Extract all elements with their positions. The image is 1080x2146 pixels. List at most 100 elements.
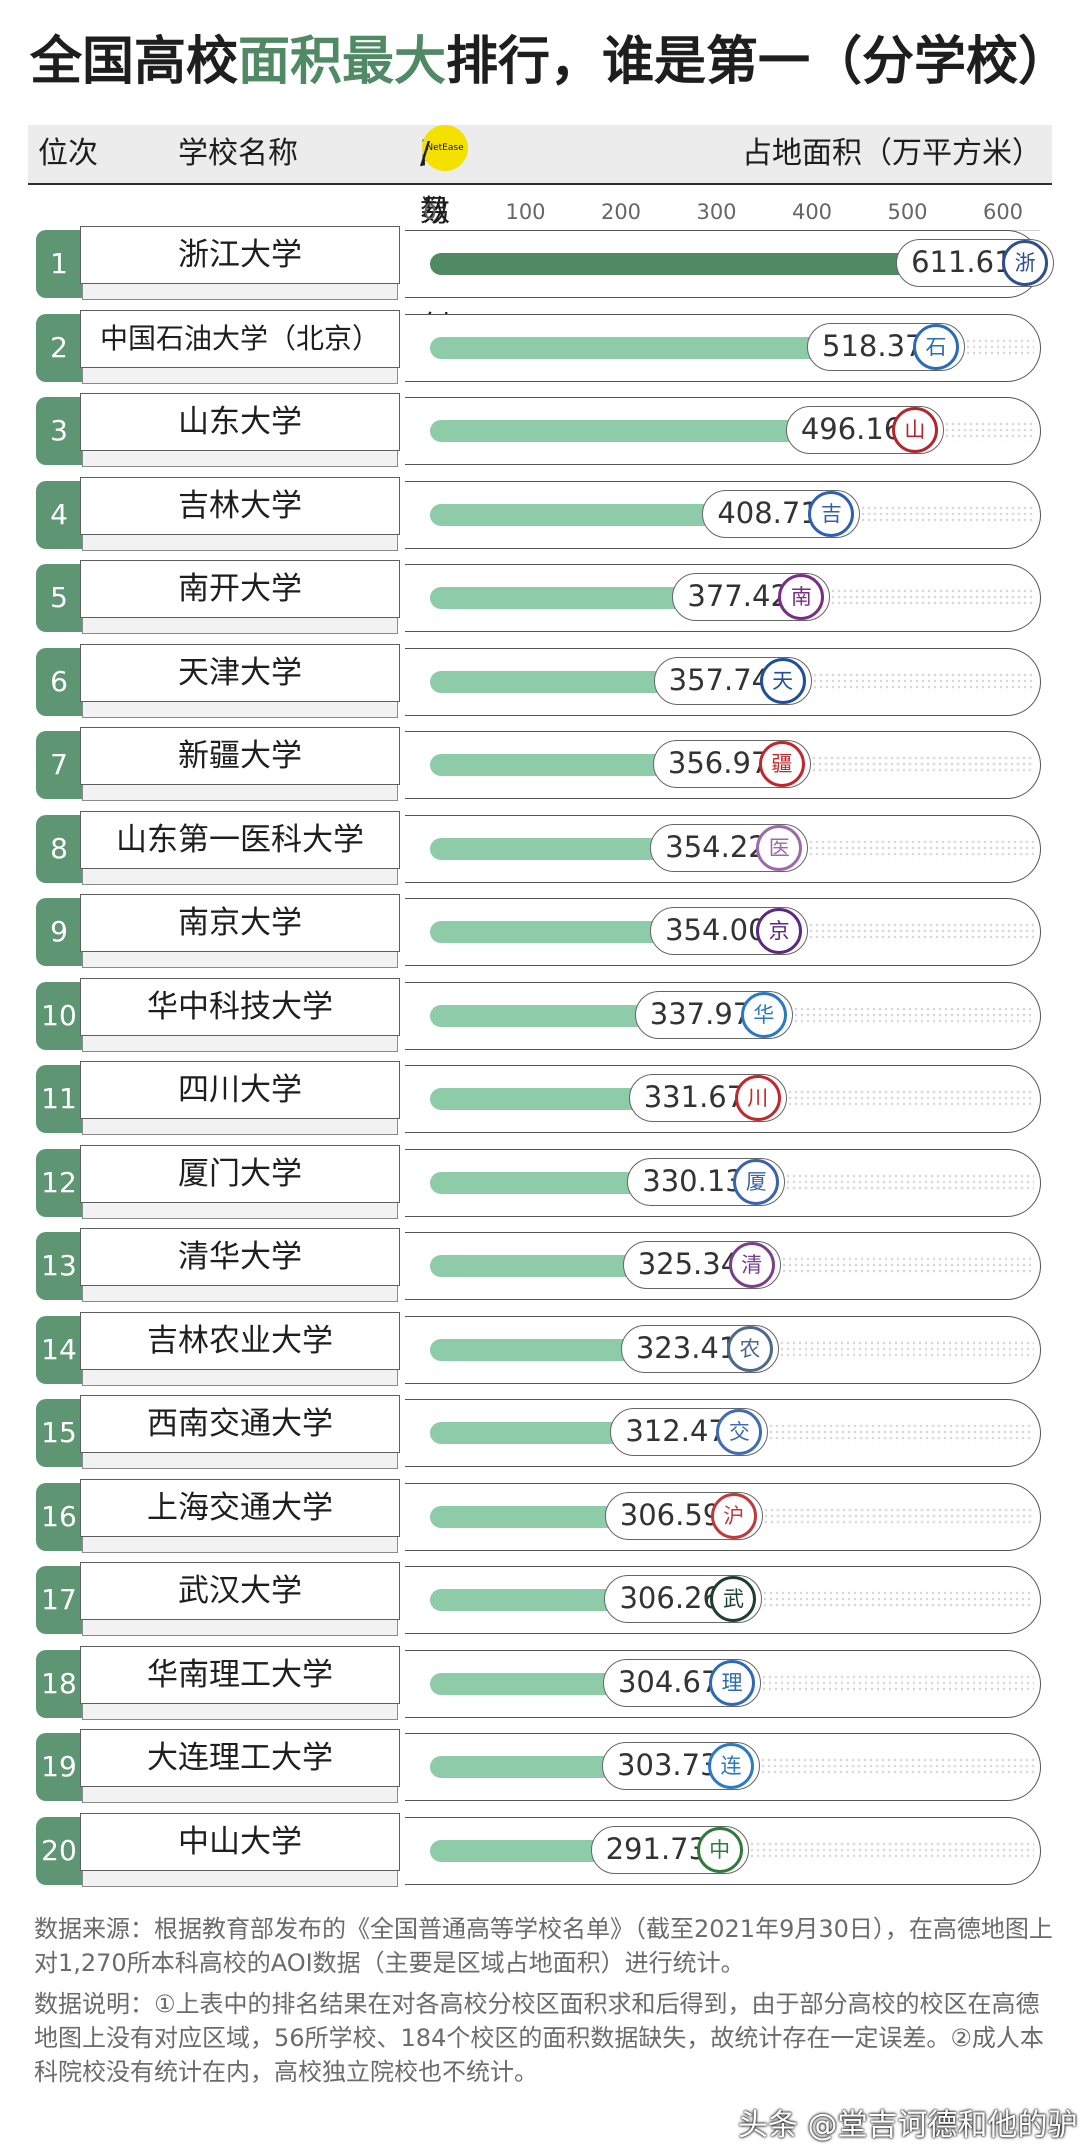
school-emblem-icon: 石 (913, 323, 960, 370)
school-emblem-icon: 京 (756, 908, 803, 954)
x-tick-label: 500 (887, 200, 928, 224)
name-fold (82, 952, 398, 968)
school-name: 厦门大学 (80, 1144, 400, 1203)
rank-badge: 4 (36, 480, 82, 549)
school-emblem-icon: 川 (734, 1075, 781, 1121)
track-dots (778, 922, 1034, 942)
school-emblem-icon: 中 (696, 1826, 743, 1873)
name-fold (82, 1536, 398, 1553)
name-fold (82, 1787, 398, 1803)
school-name: 吉林大学 (80, 476, 400, 535)
rank-badge: 2 (36, 313, 82, 382)
name-fold (82, 1703, 398, 1720)
school-emblem-icon: 南 (778, 574, 825, 620)
school-name: 天津大学 (80, 643, 400, 702)
school-emblem-icon: 疆 (758, 741, 805, 787)
name-fold (82, 534, 398, 551)
rank-badge: 11 (36, 1065, 82, 1133)
school-emblem-icon: 医 (756, 824, 803, 871)
track-dots (730, 1757, 1034, 1777)
title-part1: 全国高校 (30, 32, 239, 92)
name-fold (82, 1119, 398, 1135)
school-emblem-icon: 连 (708, 1743, 755, 1789)
title-highlight: 面积最大 (238, 32, 447, 92)
school-emblem-icon: 理 (708, 1659, 755, 1706)
header-rank: 位次 (38, 136, 98, 171)
chart-row: 8 山东第一医科大学 354.22 医 (0, 810, 1080, 887)
rank-badge: 18 (36, 1649, 82, 1718)
school-name: 山东大学 (80, 393, 400, 451)
chart-row: 5 南开大学 377.42 南 (0, 560, 1080, 636)
track-dots (830, 504, 1034, 525)
track-dots (718, 1840, 1034, 1861)
rank-badge: 3 (36, 397, 82, 465)
rank-badge: 1 (36, 230, 82, 298)
rank-badge: 17 (36, 1566, 82, 1634)
rank-badge: 10 (36, 981, 82, 1050)
name-fold (82, 367, 398, 384)
name-fold (82, 1202, 398, 1219)
school-emblem-icon: 武 (710, 1576, 757, 1622)
header-area: 占地面积（万平方米） (742, 136, 1042, 171)
title-part2: 排行，谁是第一（分学校） (446, 32, 1071, 92)
school-name: 吉林农业大学 (80, 1311, 400, 1370)
chart-row: 15 西南交通大学 312.47 交 (0, 1395, 1080, 1471)
track-dots (756, 1089, 1034, 1109)
header-school: 学校名称 (178, 136, 298, 171)
name-fold (82, 1369, 398, 1386)
data-bar (430, 253, 1015, 275)
school-name: 西南交通大学 (80, 1395, 400, 1453)
brand-dot-icon: NetEase (422, 125, 468, 171)
school-emblem-icon: 农 (726, 1325, 773, 1372)
school-emblem-icon: 厦 (733, 1158, 780, 1205)
school-emblem-icon: 山 (891, 407, 938, 453)
track-dots (762, 1005, 1034, 1026)
school-emblem-icon: 浙 (1002, 240, 1049, 286)
chart-row: 3 山东大学 496.16 山 (0, 393, 1080, 469)
chart-row: 1 浙江大学 611.61 浙 (0, 226, 1080, 302)
x-tick-label: 200 (600, 200, 642, 224)
rank-badge: 13 (36, 1232, 82, 1300)
rank-badge: 12 (36, 1148, 82, 1217)
school-name: 大连理工大学 (80, 1729, 400, 1787)
name-fold (82, 1286, 398, 1302)
track-dots (738, 1423, 1034, 1443)
chart-row: 4 吉林大学 408.71 吉 (0, 476, 1080, 553)
school-name: 华南理工大学 (80, 1645, 400, 1704)
track-dots (781, 671, 1034, 692)
x-tick-label: 300 (696, 200, 737, 224)
track-dots (750, 1256, 1034, 1276)
name-fold (82, 618, 398, 634)
school-name: 山东第一医科大学 (80, 810, 400, 869)
track-dots (780, 755, 1034, 775)
name-fold (82, 451, 398, 467)
rank-badge: 14 (36, 1315, 82, 1384)
name-fold (82, 868, 398, 885)
table-header: 位次 学校名称 网易文创NetEase/ 数读 占地面积（万平方米） (28, 125, 1052, 345)
school-name: 中国石油大学（北京） (80, 309, 400, 368)
rank-badge: 16 (36, 1482, 82, 1551)
x-tick-label: 0 (423, 200, 437, 224)
school-name: 南京大学 (80, 894, 400, 952)
x-tick-label: 600 (982, 200, 1024, 224)
school-emblem-icon: 沪 (710, 1492, 757, 1539)
rank-badge: 20 (36, 1816, 82, 1885)
school-name: 中山大学 (80, 1812, 400, 1871)
rank-badge: 7 (36, 731, 82, 799)
chart-row: 13 清华大学 325.34 清 (0, 1228, 1080, 1304)
chart-row: 9 南京大学 354.00 京 (0, 894, 1080, 970)
chart-row: 10 华中科技大学 337.97 华 (0, 977, 1080, 1054)
school-emblem-icon: 天 (759, 657, 806, 704)
track-dots (800, 588, 1034, 608)
track-dots (755, 1172, 1034, 1193)
data-bar (430, 420, 904, 442)
page-title: 全国高校面积最大排行，谁是第一（分学校） (30, 22, 1070, 102)
chart-row: 18 华南理工大学 304.67 理 (0, 1645, 1080, 1722)
chart-row: 20 中山大学 291.73 中 (0, 1812, 1080, 1889)
track-dots (730, 1673, 1034, 1694)
school-emblem-icon: 清 (728, 1242, 775, 1288)
value-label: 496.16 (785, 406, 944, 454)
school-name: 华中科技大学 (80, 977, 400, 1036)
school-emblem-icon: 华 (740, 991, 787, 1038)
track-dots (778, 838, 1034, 859)
